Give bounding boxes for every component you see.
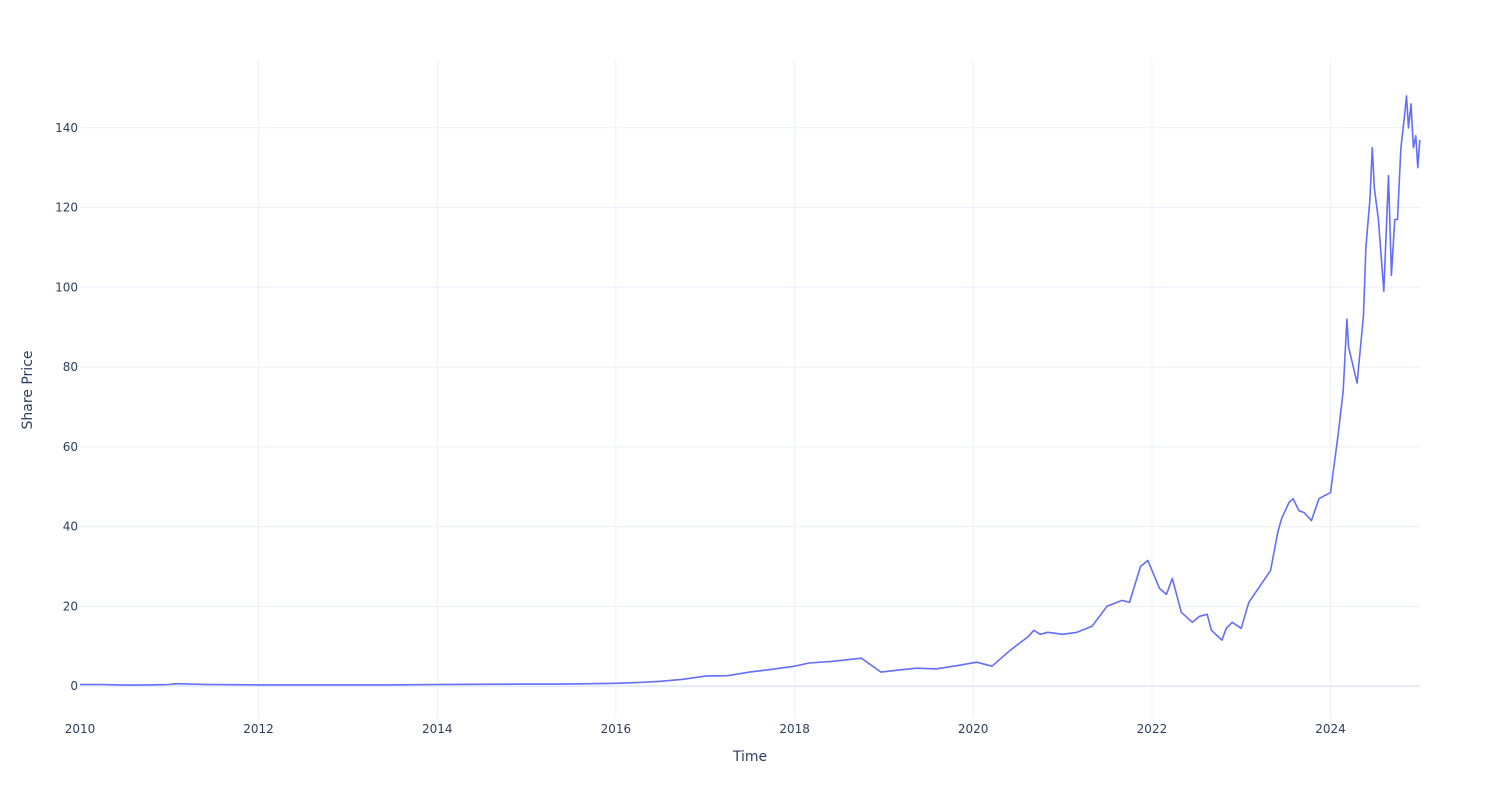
x-tick-label: 2016 <box>601 722 632 736</box>
x-tick-label: 2022 <box>1137 722 1168 736</box>
y-tick-label: 140 <box>55 121 78 135</box>
y-tick-label: 120 <box>55 201 78 215</box>
y-tick-label: 20 <box>63 599 78 613</box>
gridlines <box>80 60 1420 718</box>
tick-labels: 0 20 40 60 80 100 120 140 2010 2012 2014 2016 2018 20… <box>55 121 1346 736</box>
x-tick-label: 2020 <box>958 722 989 736</box>
x-tick-label: 2010 <box>65 722 96 736</box>
x-tick-label: 2018 <box>779 722 810 736</box>
x-tick-label: 2024 <box>1315 722 1346 736</box>
x-tick-label: 2012 <box>243 722 274 736</box>
series-layer <box>80 95 1421 686</box>
x-axis-title: Time <box>732 749 767 765</box>
y-tick-label: 100 <box>55 280 78 294</box>
y-tick-label: 0 <box>70 679 78 693</box>
y-axis-title: Share Price <box>20 350 36 429</box>
y-tick-label: 80 <box>63 360 78 374</box>
y-tick-label: 60 <box>63 440 78 454</box>
x-tick-label: 2014 <box>422 722 453 736</box>
price-line <box>80 95 1421 686</box>
y-tick-label: 40 <box>63 520 78 534</box>
